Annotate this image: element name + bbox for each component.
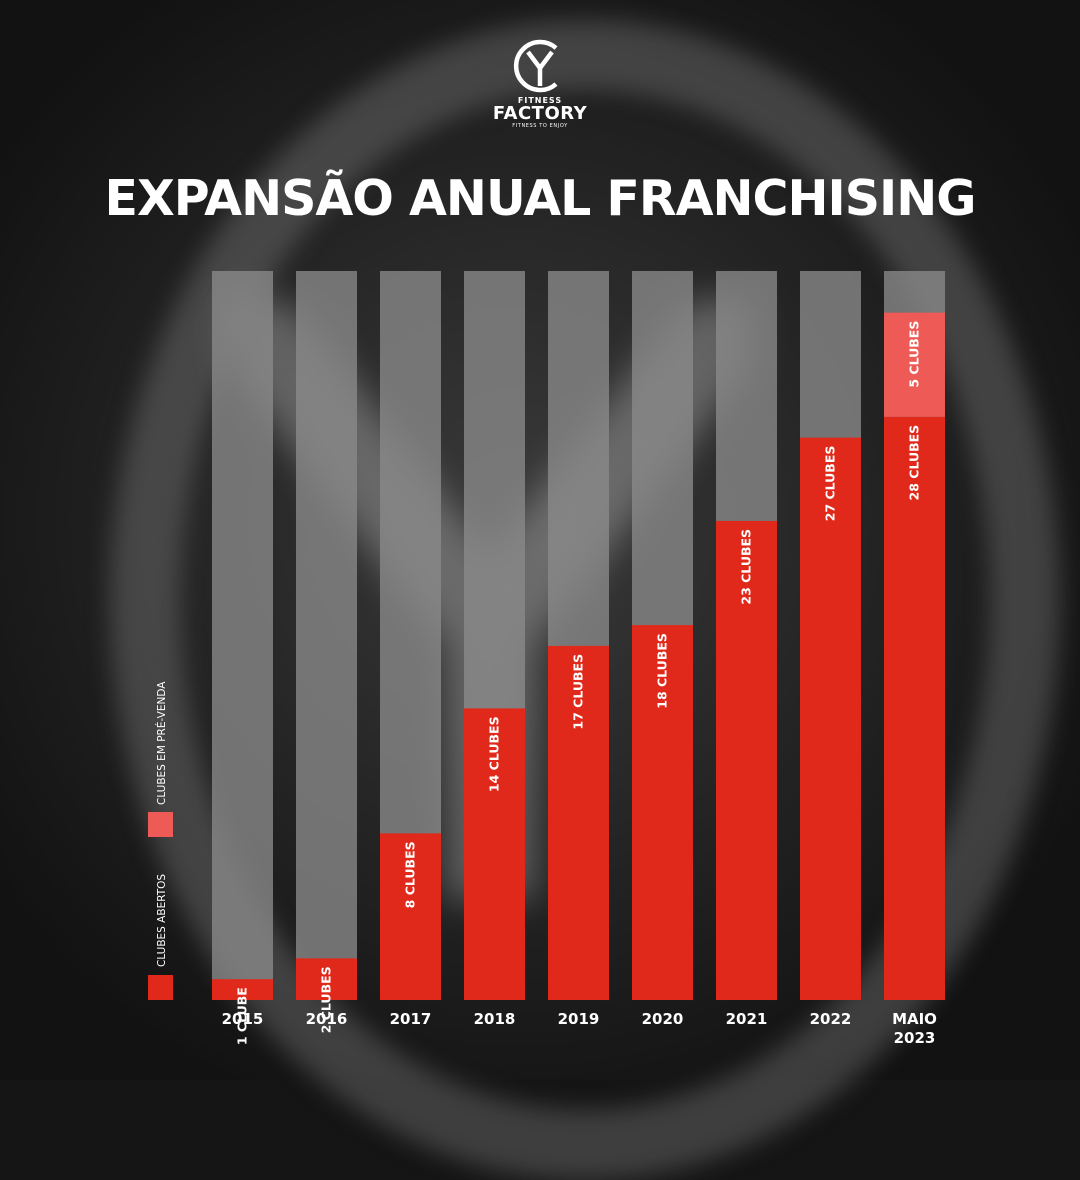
bar-data-label: 23 CLUBES (739, 529, 754, 605)
bar-open-clubs (548, 645, 609, 1000)
bar-open-clubs (296, 958, 357, 1000)
legend-label-open: CLUBES ABERTOS (156, 874, 168, 967)
bar-data-label: 27 CLUBES (823, 446, 838, 522)
legend-label-presale: CLUBES EM PRÉ-VENDA (155, 681, 168, 805)
bar-track (296, 271, 357, 1000)
bar-data-label: 28 CLUBES (907, 425, 922, 501)
chart-legend: CLUBES ABERTOS CLUBES EM PRÉ-VENDA (148, 681, 173, 1000)
bar-presale-clubs (884, 312, 945, 417)
bar-open-clubs (380, 833, 441, 1000)
x-tick-label: MAIO (892, 1010, 937, 1028)
x-tick-label: 2020 (642, 1010, 684, 1028)
bar-open-clubs (632, 625, 693, 1000)
brand-name-main: FACTORY (492, 103, 588, 124)
bar-open-clubs (884, 416, 945, 1000)
x-tick-label: 2016 (306, 1010, 348, 1028)
brand-tagline: FITNESS TO ENJOY (512, 123, 568, 129)
bar-data-label: 17 CLUBES (571, 654, 586, 730)
brand-logo: FITNESS FACTORY FITNESS TO ENJOY (490, 38, 590, 142)
bar-data-label: 5 CLUBES (907, 321, 922, 388)
x-tick-label: 2023 (894, 1029, 936, 1047)
bar-data-label: 18 CLUBES (655, 633, 670, 709)
x-tick-label: 2019 (558, 1010, 600, 1028)
bar-chart: CLUBES ABERTOS CLUBES EM PRÉ-VENDA 1 CLU… (148, 271, 945, 1047)
bar-open-clubs (800, 437, 861, 1001)
bar-data-label: 2 CLUBES (319, 966, 334, 1033)
bar-open-clubs (212, 979, 273, 1000)
bar-open-clubs (464, 708, 525, 1000)
bar-data-label: 1 CLUBE (235, 987, 250, 1045)
bar-data-label: 14 CLUBES (487, 716, 502, 792)
brand-name-top: FITNESS (517, 96, 563, 105)
x-tick-label: 2022 (810, 1010, 852, 1028)
x-tick-label: 2015 (222, 1010, 264, 1028)
bar-data-label: 8 CLUBES (403, 841, 418, 908)
x-tick-label: 2021 (726, 1010, 768, 1028)
legend-swatch-open (148, 975, 173, 1000)
x-tick-label: 2018 (474, 1010, 516, 1028)
x-tick-label: 2017 (390, 1010, 432, 1028)
bar-track (212, 271, 273, 1000)
legend-swatch-presale (148, 812, 173, 837)
bar-open-clubs (716, 520, 777, 1000)
chart-title: EXPANSÃO ANUAL FRANCHISING (104, 170, 976, 227)
fitness-factory-logo-icon (513, 39, 558, 93)
